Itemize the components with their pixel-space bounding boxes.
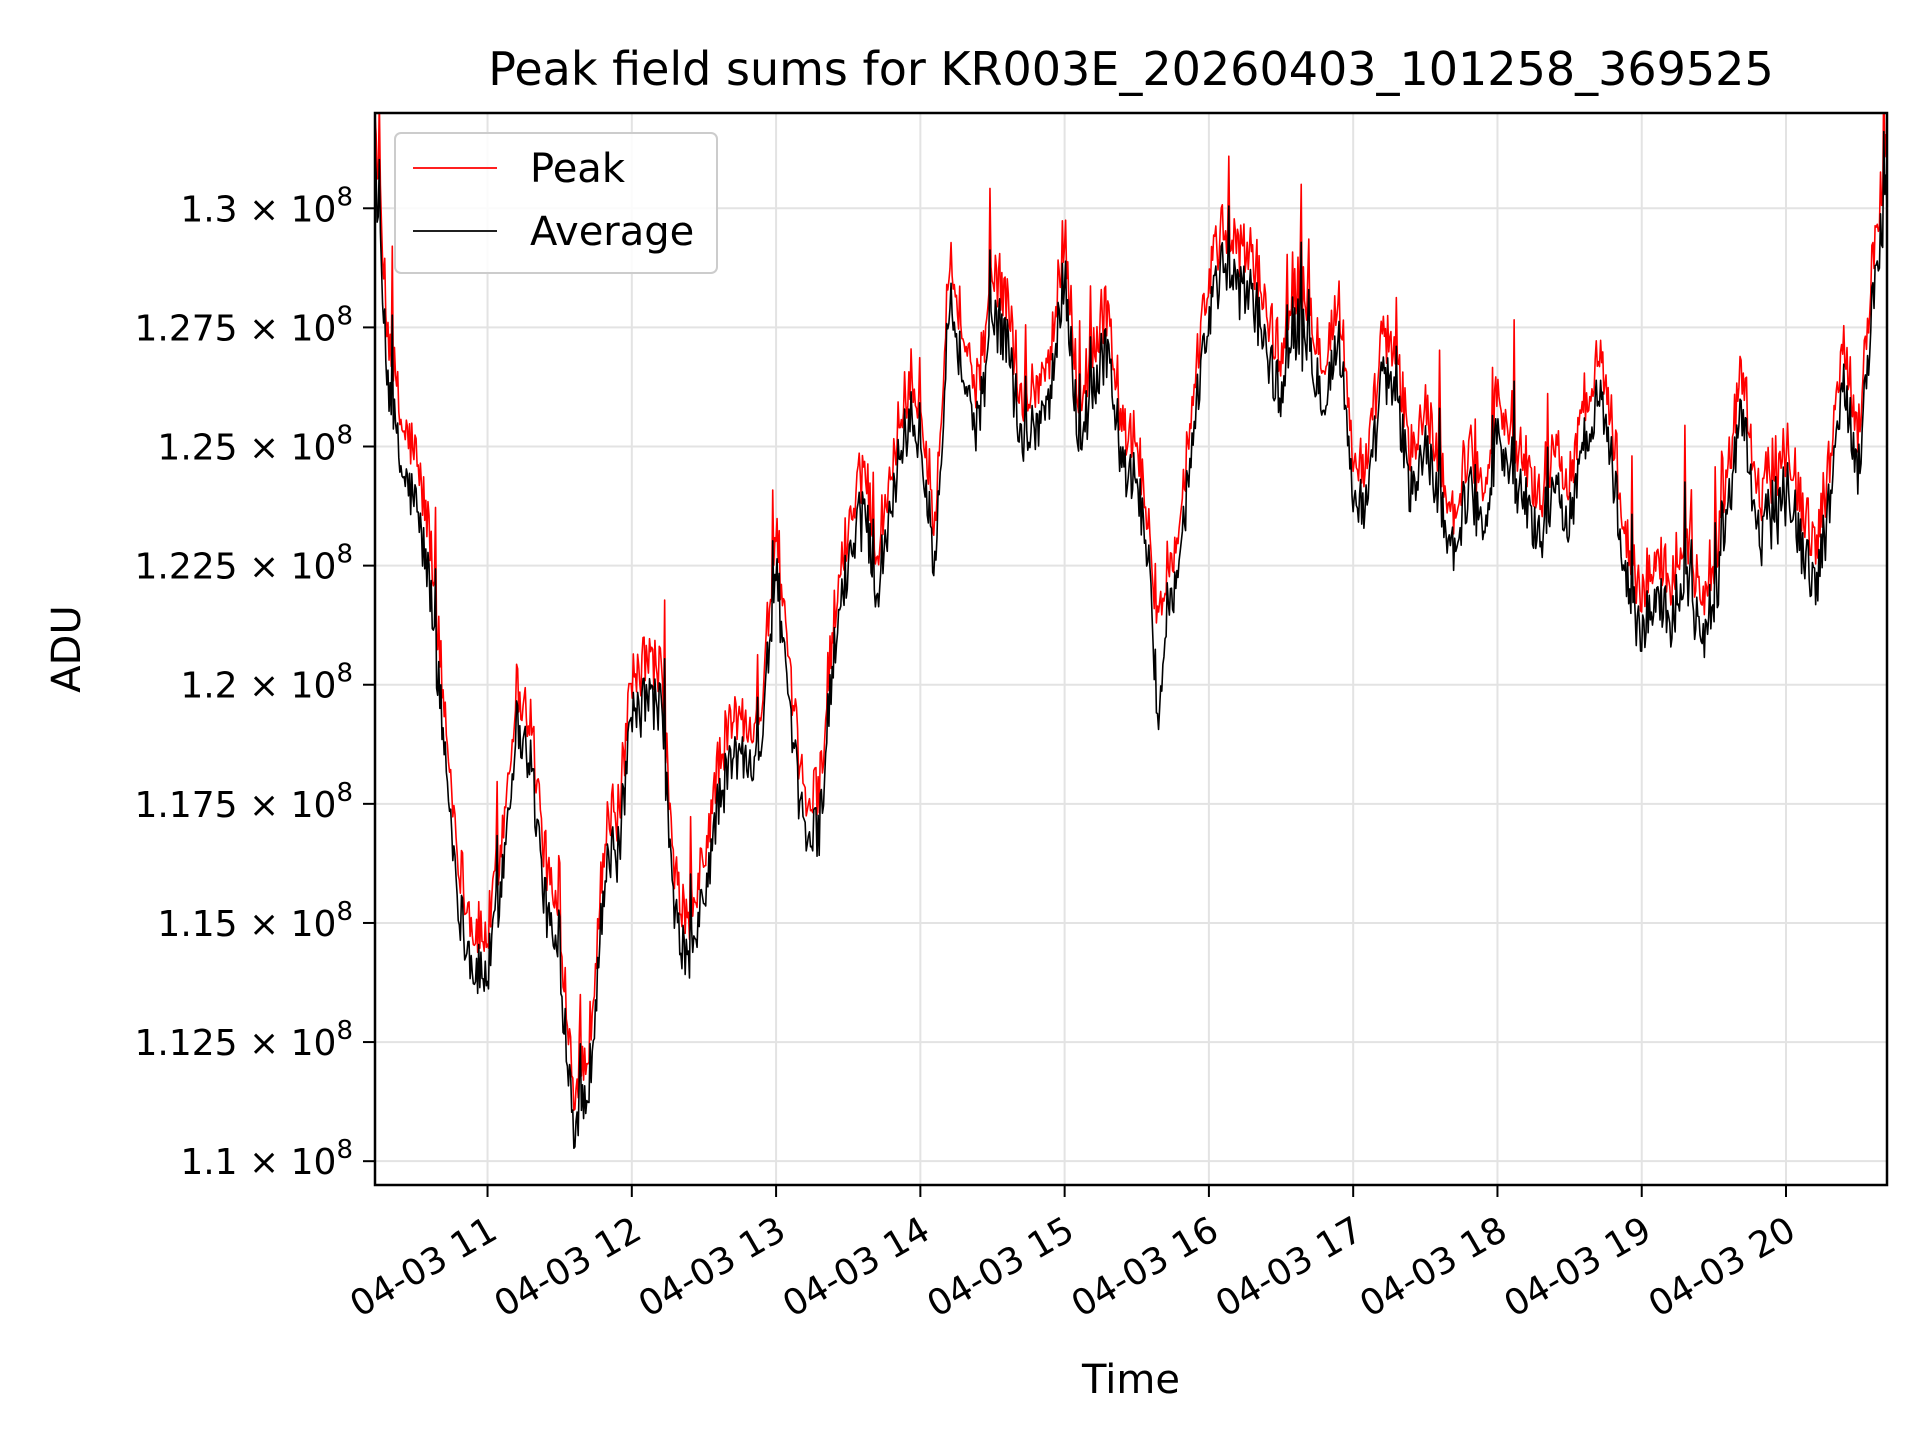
y-tick-exponent: 8 xyxy=(336,659,353,689)
y-tick-label: 1.225 × 108 xyxy=(135,540,353,588)
y-tick-base: 10 xyxy=(291,904,337,945)
y-tick-mantissa: 1.2 xyxy=(180,666,249,707)
y-tick-times: × xyxy=(249,308,291,349)
y-tick-base: 10 xyxy=(291,189,337,230)
y-tick-base: 10 xyxy=(291,785,337,826)
series-line-average xyxy=(375,130,1887,1150)
y-tick-mantissa: 1.1 xyxy=(180,1142,249,1183)
y-tick-label: 1.175 × 108 xyxy=(135,778,353,826)
y-tick-label: 1.275 × 108 xyxy=(135,301,353,349)
y-tick-base: 10 xyxy=(291,1023,337,1064)
y-tick-label: 1.2 × 108 xyxy=(180,659,353,707)
plot-frame xyxy=(373,111,1889,1187)
y-tick-times: × xyxy=(249,1023,291,1064)
y-tick-mantissa: 1.3 xyxy=(180,189,249,230)
y-axis-label: ADU xyxy=(44,605,90,692)
y-tick-times: × xyxy=(249,904,291,945)
legend: Peak Average xyxy=(394,132,718,274)
y-tick-base: 10 xyxy=(291,547,337,588)
y-tick-label: 1.25 × 108 xyxy=(157,421,353,469)
y-tick-exponent: 8 xyxy=(336,1016,353,1046)
y-tick-exponent: 8 xyxy=(336,540,353,570)
legend-label-average: Average xyxy=(530,209,694,255)
y-tick-label: 1.1 × 108 xyxy=(180,1135,353,1183)
y-tick-times: × xyxy=(249,189,291,230)
y-tick-times: × xyxy=(249,547,291,588)
series-layer xyxy=(375,113,1887,1150)
y-tick-base: 10 xyxy=(291,428,337,469)
grid-layer xyxy=(375,113,1887,1185)
legend-label-peak: Peak xyxy=(530,146,626,192)
y-tick-base: 10 xyxy=(291,666,337,707)
y-tick-mantissa: 1.125 xyxy=(135,1023,250,1064)
y-tick-exponent: 8 xyxy=(336,1135,353,1165)
y-tick-label: 1.15 × 108 xyxy=(157,897,353,945)
y-tick-mantissa: 1.225 xyxy=(135,547,250,588)
y-tick-label: 1.3 × 108 xyxy=(180,182,353,230)
y-tick-times: × xyxy=(249,1142,291,1183)
y-tick-exponent: 8 xyxy=(336,421,353,451)
y-tick-mantissa: 1.275 xyxy=(135,308,250,349)
y-tick-times: × xyxy=(249,785,291,826)
y-tick-mantissa: 1.25 xyxy=(157,428,249,469)
chart-title: Peak field sums for KR003E_20260403_1012… xyxy=(488,42,1773,96)
y-tick-label: 1.125 × 108 xyxy=(135,1016,353,1064)
y-tick-exponent: 8 xyxy=(336,778,353,808)
x-axis-label: Time xyxy=(1081,1357,1180,1403)
y-tick-times: × xyxy=(249,428,291,469)
y-tick-exponent: 8 xyxy=(336,301,353,331)
y-tick-times: × xyxy=(249,666,291,707)
y-tick-mantissa: 1.15 xyxy=(157,904,249,945)
y-tick-base: 10 xyxy=(291,1142,337,1183)
series-line-peak xyxy=(375,113,1887,1111)
y-tick-exponent: 8 xyxy=(336,897,353,927)
y-tick-exponent: 8 xyxy=(336,182,353,212)
y-tick-mantissa: 1.175 xyxy=(135,785,250,826)
y-tick-base: 10 xyxy=(291,308,337,349)
